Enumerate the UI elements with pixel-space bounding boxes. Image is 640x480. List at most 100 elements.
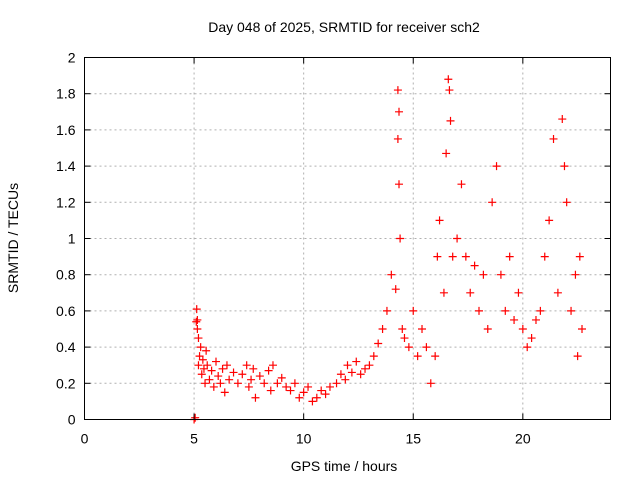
data-point	[439, 288, 448, 297]
y-tick-label: 0.2	[56, 375, 76, 391]
data-point	[518, 325, 527, 333]
data-point	[193, 315, 202, 324]
data-point	[229, 368, 238, 377]
data-point	[268, 361, 277, 370]
data-point	[202, 346, 211, 355]
data-point	[260, 379, 269, 388]
data-point	[571, 270, 580, 279]
data-point	[433, 252, 442, 261]
data-point	[404, 343, 413, 352]
data-point	[445, 86, 454, 95]
data-point	[457, 180, 466, 189]
data-point	[409, 306, 418, 315]
x-tick-label: 0	[81, 431, 89, 447]
y-tick-label: 0	[68, 412, 76, 428]
data-point	[393, 134, 402, 143]
x-axis-label: GPS time / hours	[291, 458, 398, 474]
data-point	[282, 382, 291, 391]
data-point	[249, 364, 258, 373]
data-point	[553, 288, 562, 297]
data-point	[488, 198, 497, 207]
data-point	[341, 375, 350, 384]
y-tick-label: 1.8	[56, 86, 76, 102]
data-point	[431, 352, 440, 361]
grid-lines	[84, 57, 611, 420]
data-point	[448, 252, 457, 261]
data-point	[562, 198, 571, 207]
data-point	[549, 134, 558, 143]
data-point	[483, 325, 492, 333]
data-point	[321, 390, 330, 399]
data-point	[442, 149, 451, 158]
data-point	[496, 270, 505, 279]
data-point	[244, 382, 253, 391]
axis-ticks: 00.20.40.60.811.21.41.61.820 5 10 15 20	[56, 50, 611, 447]
data-point	[527, 334, 536, 343]
data-point	[218, 364, 227, 373]
data-point	[299, 388, 308, 397]
data-point	[264, 366, 273, 375]
data-point	[361, 364, 370, 373]
data-point	[426, 379, 435, 388]
x-tick-label: 20	[515, 431, 531, 447]
data-point	[413, 352, 422, 361]
data-point	[352, 357, 361, 366]
data-point	[304, 382, 313, 391]
data-point	[573, 352, 582, 361]
data-point	[510, 315, 519, 324]
data-point	[514, 288, 523, 297]
x-tick-label: 5	[190, 431, 198, 447]
y-tick-label: 0.4	[56, 339, 76, 355]
data-point	[192, 305, 201, 314]
data-point	[395, 107, 404, 116]
y-tick-label: 1.2	[56, 194, 76, 210]
y-tick-label: 1.6	[56, 122, 76, 138]
data-point	[475, 306, 483, 315]
data-point	[201, 379, 210, 388]
data-point	[194, 361, 203, 370]
data-point	[391, 285, 400, 294]
y-tick-label: 1	[68, 231, 76, 247]
y-tick-label: 1.4	[56, 158, 76, 174]
data-point	[422, 343, 431, 352]
y-tick-label: 0.6	[56, 303, 76, 319]
data-point	[203, 361, 212, 370]
data-point	[560, 162, 569, 171]
data-point	[470, 261, 479, 270]
data-point	[545, 216, 554, 225]
data-point	[365, 361, 374, 370]
data-point	[193, 325, 202, 333]
data-point	[336, 370, 345, 379]
data-point	[540, 252, 549, 261]
data-point	[347, 368, 356, 377]
data-point	[461, 252, 470, 261]
y-tick-label: 2	[68, 50, 76, 66]
data-point	[225, 375, 234, 384]
data-point	[192, 317, 201, 326]
data-point	[233, 379, 242, 388]
data-point	[446, 116, 455, 125]
data-point	[393, 86, 402, 95]
data-point	[396, 234, 405, 243]
data-point	[387, 270, 396, 279]
data-point	[286, 386, 295, 395]
x-tick-label: 15	[405, 431, 421, 447]
data-point	[575, 252, 584, 261]
data-point	[195, 352, 204, 361]
data-point	[312, 393, 321, 402]
data-point	[216, 379, 225, 388]
data-point	[194, 334, 203, 343]
data-point	[356, 370, 365, 379]
data-point	[558, 115, 567, 124]
data-point	[444, 75, 453, 84]
data-point	[317, 386, 326, 395]
data-point	[222, 361, 231, 370]
data-point	[199, 364, 208, 373]
data-point	[378, 325, 387, 333]
data-point	[197, 370, 206, 379]
data-point	[212, 357, 220, 366]
data-point	[277, 373, 286, 382]
data-point	[266, 386, 275, 395]
data-point	[400, 334, 409, 343]
